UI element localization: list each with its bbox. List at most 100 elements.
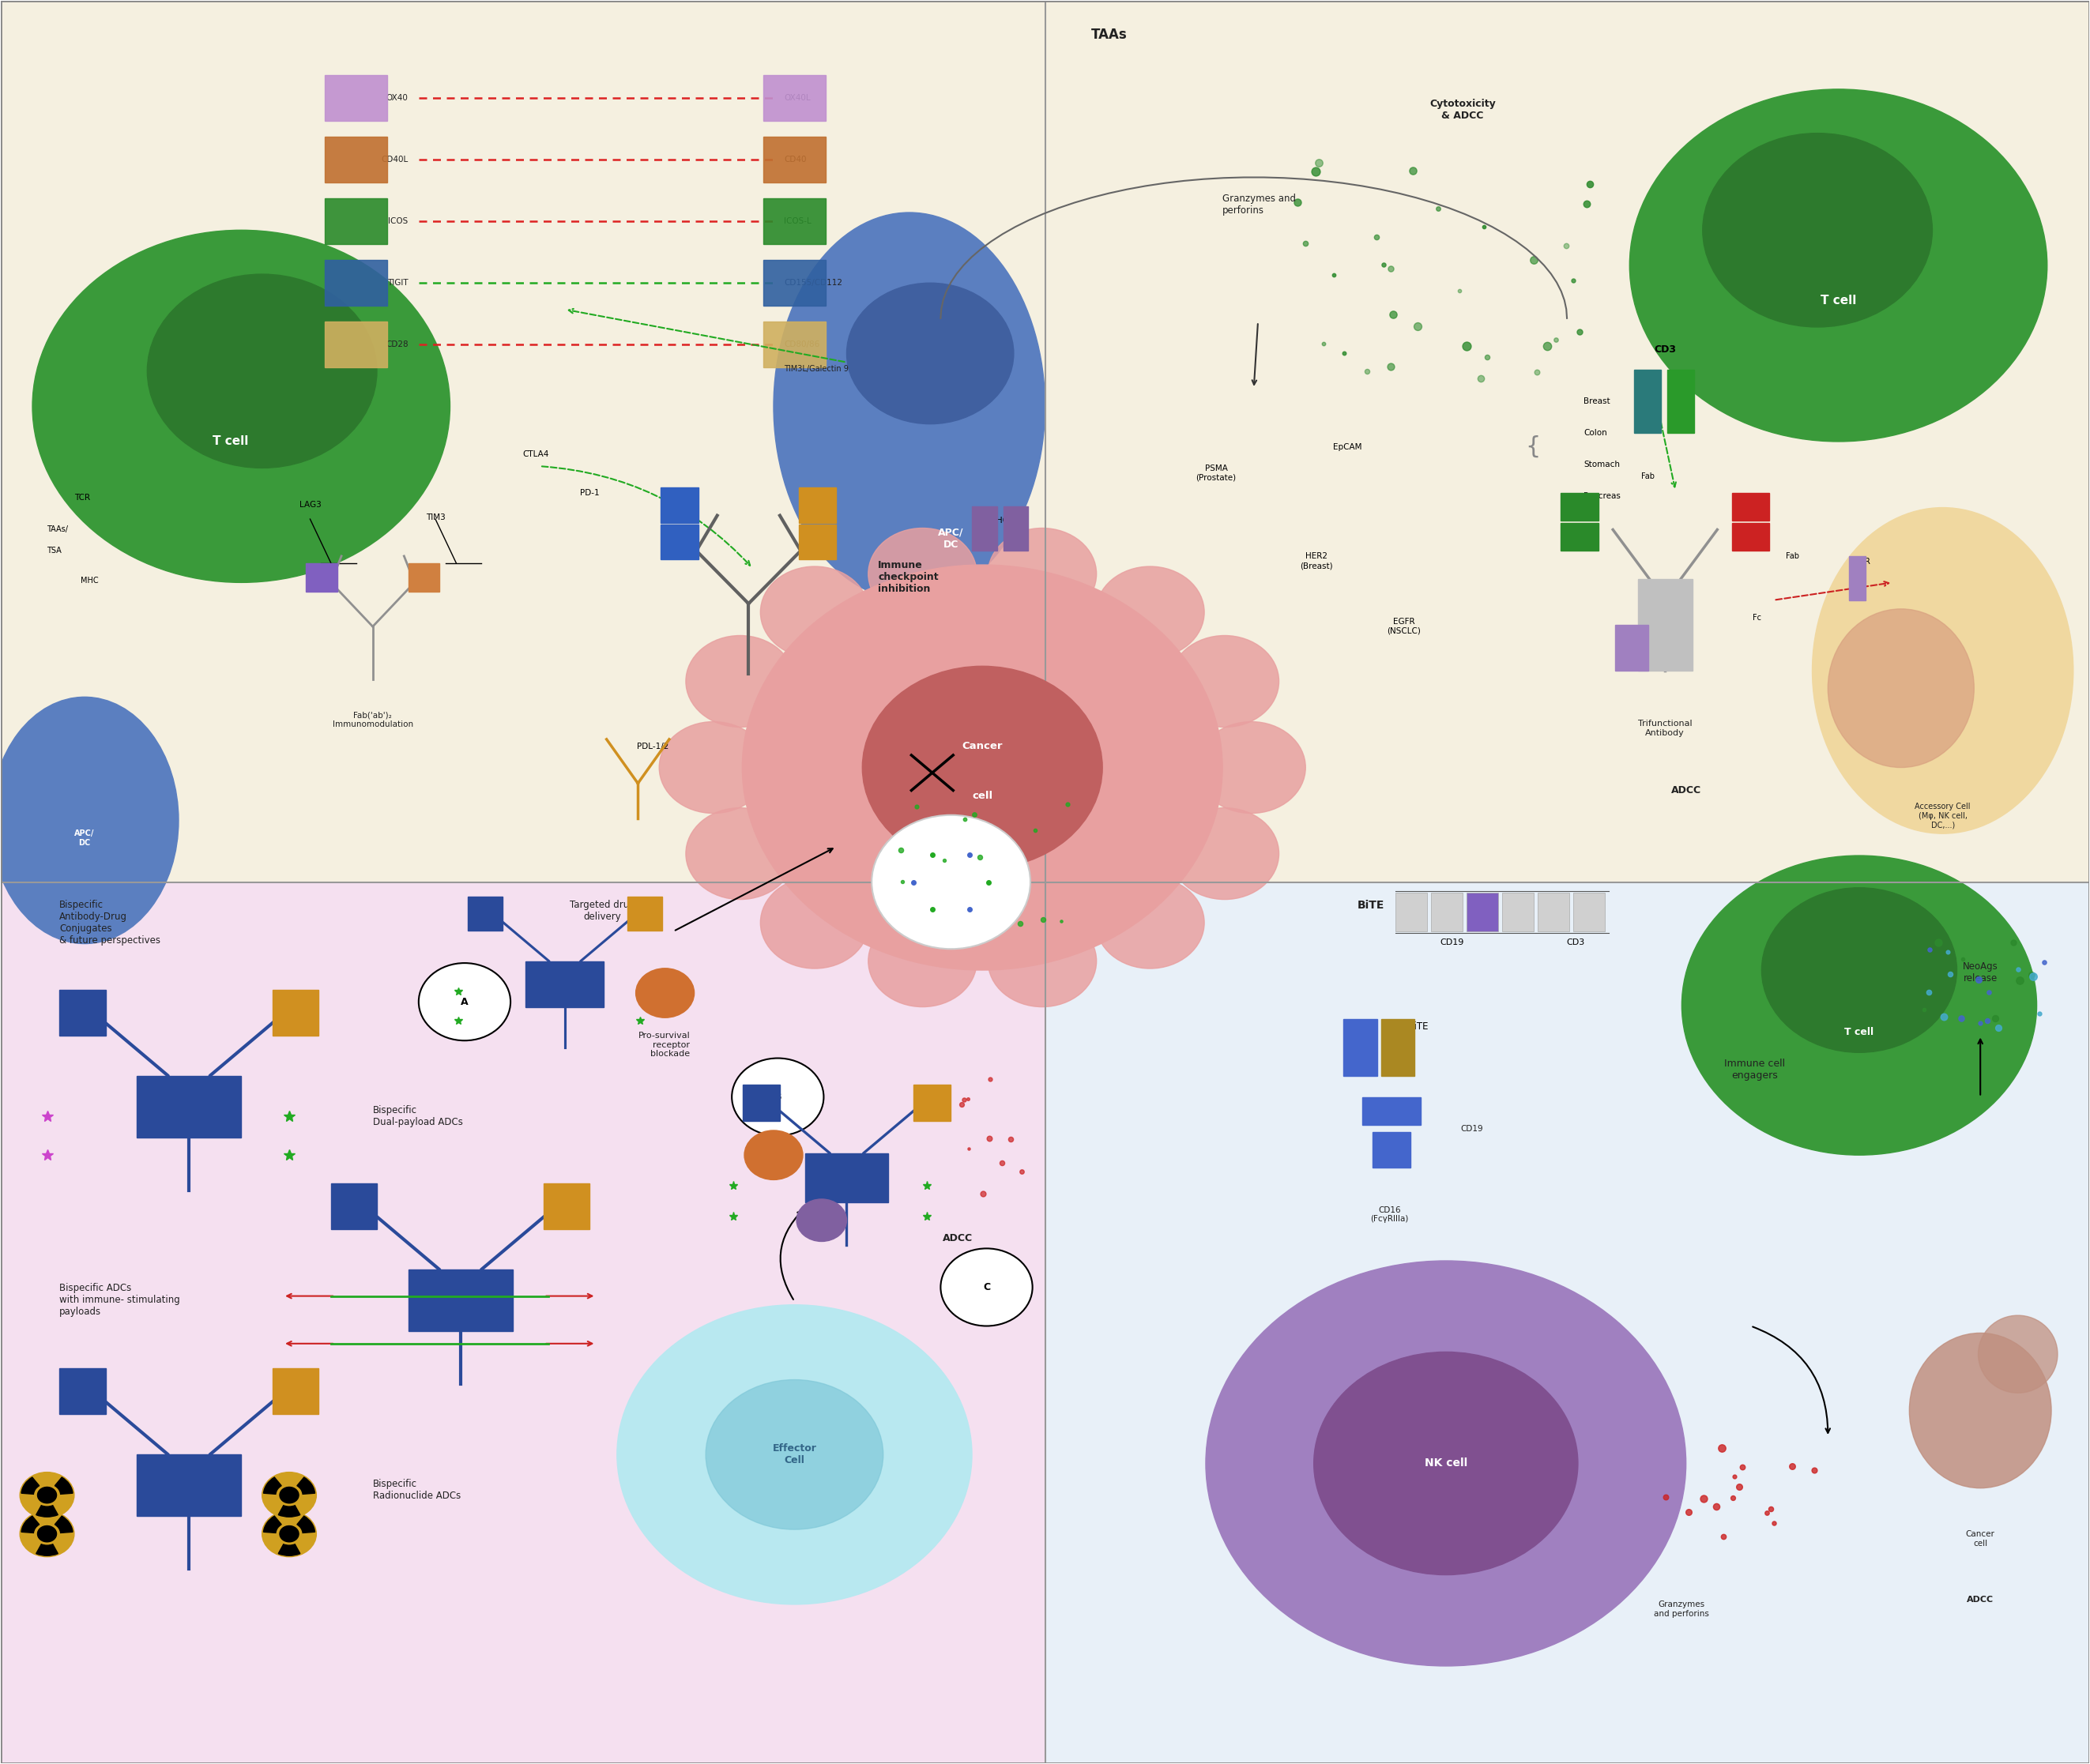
Bar <box>1045 2 2088 882</box>
Circle shape <box>1170 808 1279 900</box>
Bar <box>1639 579 1693 670</box>
Bar <box>324 259 387 305</box>
Text: MHC: MHC <box>79 577 98 584</box>
Text: Accessory Cell
(Mφ, NK cell,
DC,...): Accessory Cell (Mφ, NK cell, DC,...) <box>1914 803 1971 829</box>
Bar <box>305 563 336 591</box>
Bar <box>1396 893 1427 931</box>
Text: Bispecific
Antibody-Drug
Conjugates
& future perspectives: Bispecific Antibody-Drug Conjugates & fu… <box>59 900 161 946</box>
Circle shape <box>1682 856 2038 1155</box>
Circle shape <box>686 808 794 900</box>
Text: {: { <box>1526 436 1540 459</box>
Bar <box>763 321 826 367</box>
Text: Immune
checkpoint
inhibition: Immune checkpoint inhibition <box>878 561 938 594</box>
Wedge shape <box>263 1515 282 1533</box>
Wedge shape <box>21 1476 40 1494</box>
Ellipse shape <box>773 212 1045 600</box>
Ellipse shape <box>1979 1316 2057 1394</box>
Circle shape <box>731 1058 823 1136</box>
Text: B: B <box>773 1092 782 1102</box>
Bar <box>798 524 836 559</box>
Bar <box>1634 369 1662 432</box>
Wedge shape <box>54 1476 73 1494</box>
Text: Granzymes
and perforins: Granzymes and perforins <box>1653 1600 1710 1618</box>
Circle shape <box>742 564 1223 970</box>
Bar <box>1045 882 2088 1762</box>
Circle shape <box>706 1379 884 1529</box>
Text: T cell: T cell <box>1820 295 1856 307</box>
Wedge shape <box>36 1544 59 1556</box>
Text: APC/
DC: APC/ DC <box>75 829 94 847</box>
Bar <box>1432 893 1463 931</box>
Text: TIGIT: TIGIT <box>387 279 408 288</box>
Text: CD28: CD28 <box>385 340 408 349</box>
Text: Effector
Cell: Effector Cell <box>773 1443 817 1466</box>
Text: HER2
(Breast): HER2 (Breast) <box>1300 552 1333 570</box>
Text: CD3: CD3 <box>1653 344 1676 355</box>
Text: EpCAM: EpCAM <box>1333 443 1363 452</box>
Bar <box>408 1270 512 1332</box>
Circle shape <box>1315 1351 1578 1575</box>
Circle shape <box>989 527 1097 619</box>
Text: Breast: Breast <box>1584 397 1609 406</box>
Bar <box>1561 492 1599 520</box>
Circle shape <box>418 963 510 1041</box>
Text: Fab('ab')₂
Immunomodulation: Fab('ab')₂ Immunomodulation <box>332 711 414 729</box>
Bar <box>408 563 439 591</box>
Text: ADCC: ADCC <box>1670 785 1701 796</box>
Text: TIM3L/Galectin 9: TIM3L/Galectin 9 <box>784 365 849 372</box>
Wedge shape <box>36 1505 59 1517</box>
Circle shape <box>1170 635 1279 727</box>
Text: CD40L: CD40L <box>380 155 408 164</box>
Ellipse shape <box>1829 609 1975 767</box>
Bar <box>2 2 1045 882</box>
Circle shape <box>617 1305 972 1603</box>
Text: T cell: T cell <box>213 436 249 448</box>
Circle shape <box>867 916 976 1007</box>
Bar <box>1363 1097 1421 1125</box>
Text: Stomach: Stomach <box>1584 460 1620 469</box>
Ellipse shape <box>0 697 178 944</box>
Bar <box>1538 893 1570 931</box>
Text: Pancreas: Pancreas <box>1584 492 1620 501</box>
Text: cell: cell <box>972 790 993 801</box>
Bar <box>763 198 826 243</box>
Wedge shape <box>278 1544 301 1556</box>
Text: PDL-1/2: PDL-1/2 <box>637 743 669 750</box>
Bar <box>324 321 387 367</box>
Text: BiTE: BiTE <box>1356 900 1384 910</box>
Circle shape <box>1095 877 1204 968</box>
Bar <box>543 1184 589 1230</box>
Circle shape <box>1762 887 1956 1053</box>
Text: Cancer: Cancer <box>961 741 1003 751</box>
Circle shape <box>796 1200 846 1242</box>
Circle shape <box>1206 1261 1687 1665</box>
Bar <box>1668 369 1695 432</box>
Circle shape <box>280 1526 299 1542</box>
Text: Bispecific ADCs
with immune- stimulating
payloads: Bispecific ADCs with immune- stimulating… <box>59 1282 180 1316</box>
Circle shape <box>686 635 794 727</box>
Circle shape <box>261 1473 316 1519</box>
Ellipse shape <box>1910 1334 2050 1489</box>
Text: Cytotoxicity
& ADCC: Cytotoxicity & ADCC <box>1430 99 1496 122</box>
Text: TriTE: TriTE <box>1404 1021 1427 1032</box>
Bar <box>1373 1132 1411 1168</box>
Bar <box>1467 893 1499 931</box>
Circle shape <box>846 282 1014 423</box>
Text: CD40: CD40 <box>784 155 807 164</box>
Text: NK cell: NK cell <box>1425 1457 1467 1469</box>
Wedge shape <box>21 1515 40 1533</box>
Text: TAAs: TAAs <box>1091 28 1127 42</box>
Circle shape <box>867 527 976 619</box>
Bar <box>324 198 387 243</box>
Bar <box>627 896 663 931</box>
Bar <box>1503 893 1534 931</box>
Wedge shape <box>54 1515 73 1533</box>
Circle shape <box>33 229 449 582</box>
Text: CD16
(FcγRIIIa): CD16 (FcγRIIIa) <box>1371 1207 1409 1222</box>
Bar <box>272 1369 318 1415</box>
Circle shape <box>38 1487 56 1503</box>
Bar <box>330 1184 376 1230</box>
Bar <box>1616 624 1649 670</box>
Bar <box>744 1085 780 1120</box>
Bar <box>1850 556 1866 600</box>
